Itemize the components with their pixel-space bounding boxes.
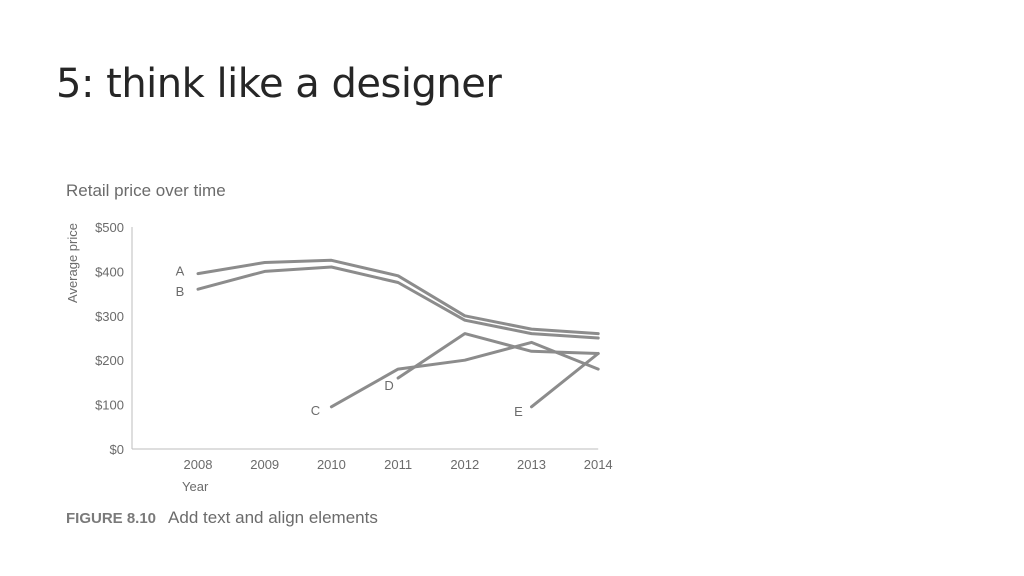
x-tick-label: 2008 [184,457,213,472]
figure-caption: FIGURE 8.10 Add text and align elements [66,508,378,528]
y-axis-label: Average price [65,223,80,303]
x-tick-label: 2010 [317,457,346,472]
y-tick-label: $0 [110,442,124,457]
series-line-e [530,352,600,409]
x-tick-label: 2014 [584,457,613,472]
slide-title: 5: think like a designer [56,61,502,107]
figure-label: FIGURE 8.10 [66,510,157,527]
x-tick-label: 2011 [384,457,412,472]
y-tick-label: $100 [95,398,124,413]
series-line-a [196,258,600,336]
series-label-b: B [176,284,185,299]
x-tick-label: 2012 [450,457,479,472]
y-tick-label: $500 [95,220,124,235]
series-label-a: A [176,264,185,279]
chart-title: Retail price over time [66,181,226,200]
y-tick-label: $200 [95,353,124,368]
series-line-d [396,332,600,380]
series-label-d: D [384,378,393,393]
y-tick-label: $400 [95,264,124,279]
series-line-b [196,265,600,340]
series-label-e: E [514,404,523,419]
y-tick-label: $300 [95,309,124,324]
x-tick-label: 2009 [250,457,279,472]
x-tick-label: 2013 [517,457,546,472]
x-axis-label: Year [182,479,209,494]
series-label-c: C [311,403,320,418]
figure-caption-text: Add text and align elements [168,508,378,527]
